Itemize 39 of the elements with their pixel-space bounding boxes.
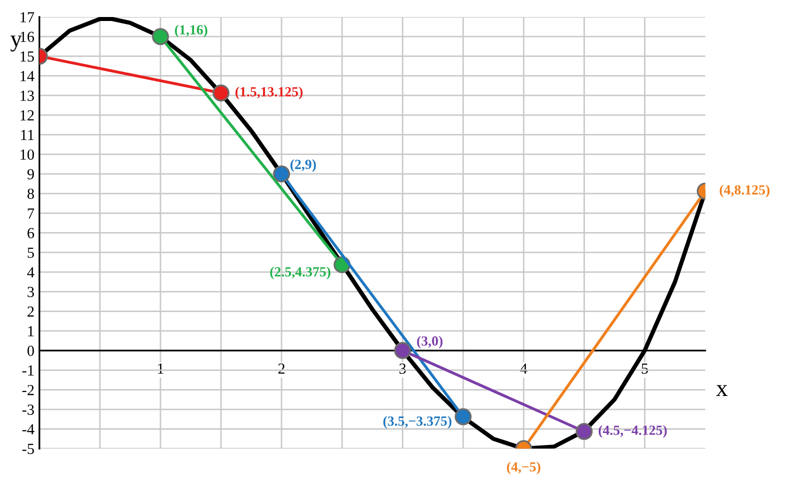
- annotation: (2.5,4.375): [270, 266, 330, 280]
- annotation: (4.5,−4.125): [598, 425, 667, 438]
- annotation: (1,16): [174, 24, 208, 38]
- y-tick-label: 12: [20, 110, 34, 120]
- y-tick-label: 13: [20, 90, 34, 101]
- y-tick-label: 17: [20, 12, 34, 22]
- annotation: (2,9): [290, 159, 316, 172]
- point: [394, 342, 412, 359]
- y-tick-label: -2: [22, 384, 34, 396]
- y-tick-label: 11: [21, 130, 34, 140]
- y-tick-label: -1: [22, 365, 34, 376]
- annotation: (1.5,13.125): [235, 86, 303, 100]
- y-tick-label: 10: [20, 149, 34, 160]
- point: [273, 165, 290, 182]
- y-tick-label: 2: [28, 306, 34, 317]
- point: [152, 28, 169, 46]
- y-tick-label: 0: [27, 346, 34, 356]
- y-tick-label: 16: [20, 32, 34, 42]
- y-tick-label: 5: [28, 248, 34, 258]
- y-tick-label: -5: [22, 444, 34, 454]
- y-tick-label: -3: [22, 404, 34, 415]
- y-tick-label: 8: [27, 188, 34, 200]
- x-axis-title: x: [716, 385, 728, 396]
- y-tick-label: 6: [28, 228, 34, 238]
- annotation: (3.5,−3.375): [383, 416, 452, 429]
- y-tick-label: -4: [22, 424, 34, 434]
- y-tick-label: 1: [28, 326, 34, 336]
- y-axis-title: y: [10, 36, 22, 52]
- y-tick-label: 9: [27, 169, 34, 180]
- y-tick-label: 15: [20, 51, 34, 62]
- y-tick-label: 4: [27, 267, 34, 278]
- annotation: (3,0): [417, 336, 442, 348]
- point: [576, 422, 593, 440]
- y-tick-label: 7: [28, 208, 34, 218]
- y-tick-label: 14: [20, 71, 34, 82]
- annotation: (4,8.125): [720, 184, 770, 198]
- annotation: (4,−5): [507, 462, 540, 474]
- point: [454, 408, 472, 426]
- y-tick-label: 3: [28, 286, 34, 298]
